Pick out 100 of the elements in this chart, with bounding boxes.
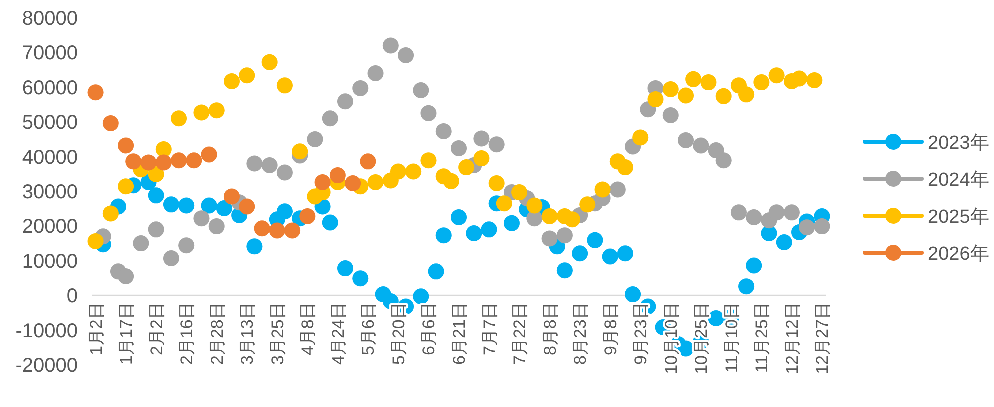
point [617,246,634,262]
point [632,130,649,146]
point [118,138,134,154]
point [428,264,444,280]
point [738,86,755,103]
point [768,68,785,84]
point [413,82,430,99]
point [443,173,460,190]
point [512,184,528,201]
point [398,47,414,64]
point [754,74,770,91]
point [458,160,475,176]
point [352,80,369,96]
x-tick-label: 7月7日 [480,302,500,356]
point [148,222,164,238]
point [246,156,263,172]
y-tick-label: 30000 [22,182,78,204]
point [163,196,180,213]
point [814,218,830,235]
point [322,214,338,231]
point [542,230,558,247]
point [572,246,588,262]
point [163,250,180,266]
point [390,164,406,180]
point [208,102,225,119]
point [178,198,195,214]
point [330,168,346,184]
point [594,182,611,198]
x-tick-label: 9月23日 [632,302,651,365]
point [662,108,679,124]
point [610,182,626,198]
point [474,130,490,147]
point [156,154,172,171]
point [118,178,134,195]
point [678,88,694,104]
point [678,132,694,148]
point [708,310,724,326]
point [216,200,232,217]
point [716,152,732,169]
x-tick-label: 12月12日 [782,302,802,374]
point [662,81,679,98]
point [526,198,543,214]
y-tick-label: 80000 [22,8,78,30]
point [276,78,293,94]
x-tick-label: 6月21日 [450,302,469,365]
point [337,260,354,277]
point [186,152,202,169]
point [262,157,278,174]
point [784,204,800,221]
x-tick-label: 4月24日 [328,302,348,365]
point [792,70,808,87]
point [806,72,823,88]
point [451,210,467,226]
y-tick-label: 50000 [22,112,78,134]
x-tick-label: 10月10日 [662,302,681,374]
point [556,228,573,244]
y-tick-label: 40000 [22,146,78,169]
point [314,174,331,190]
point [262,54,278,70]
point [413,288,430,305]
point [587,232,604,248]
y-tick-label: 0 [66,286,78,308]
point [617,160,634,176]
point [284,222,301,239]
point [194,104,210,121]
legend-label: 2025年 [928,207,990,228]
point [102,115,119,132]
point [761,225,778,242]
point [496,196,512,212]
point [201,146,218,163]
point [580,196,596,213]
point [171,152,188,169]
x-tick-label: 1月17日 [117,302,136,365]
x-tick-label: 2月28日 [208,302,227,365]
x-tick-label: 4月8日 [298,302,318,356]
x-tick-label: 5月6日 [359,302,378,356]
point [474,150,490,167]
x-tick-label: 11月10日 [722,302,742,374]
point [648,92,664,108]
point [276,164,293,181]
point [246,238,263,255]
x-tick-label: 3月13日 [238,302,258,365]
point [140,154,157,171]
point [738,278,755,295]
point [254,220,270,237]
x-tick-label: 5月20日 [389,302,408,365]
y-tick-label: 10000 [22,250,78,273]
point [466,225,482,242]
point [148,188,164,204]
y-tick-label: 60000 [22,77,78,100]
x-tick-label: 12月27日 [813,302,832,374]
point [436,123,452,140]
point [345,176,362,192]
point [700,74,717,91]
point [156,142,172,158]
x-tick-label: 7月22日 [510,302,530,365]
point [126,154,142,170]
point [133,236,150,252]
point [322,110,338,127]
point [269,222,286,239]
